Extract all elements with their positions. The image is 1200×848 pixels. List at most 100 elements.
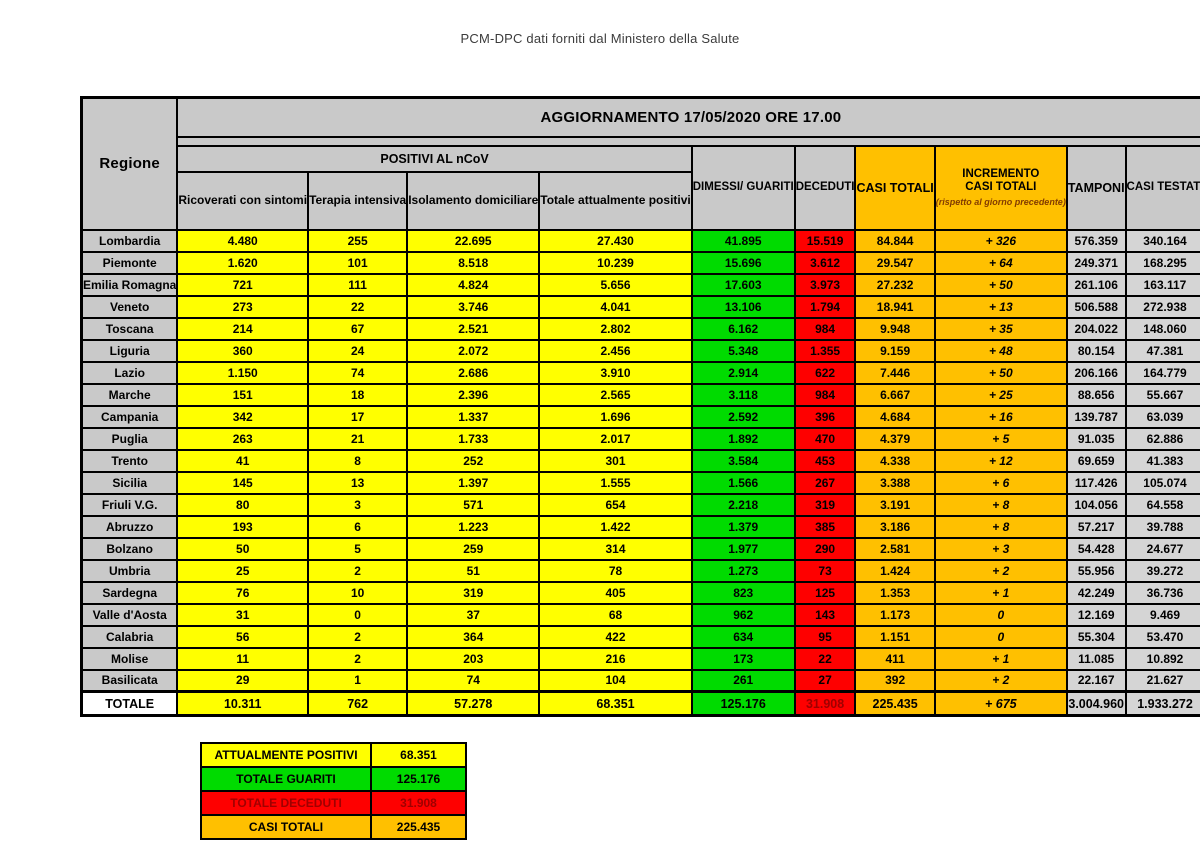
casi-totali-cell: 3.191	[854, 492, 936, 517]
deceduti-cell: 622	[793, 360, 857, 385]
deceduti-cell: 267	[793, 470, 857, 495]
casi-testati-cell: 36.736	[1124, 580, 1200, 605]
casi-testati-cell: 47.381	[1124, 338, 1200, 363]
table-row: Molise 11 2 203 216 173 22 411 + 1 11.08…	[80, 646, 1200, 671]
terapia-cell: 6	[307, 514, 409, 539]
deceduti-cell: 3.612	[793, 250, 857, 275]
region-name-cell: Marche	[80, 382, 179, 407]
casi-totali-header: CASI TOTALI	[854, 144, 936, 231]
casi-testati-cell: 63.039	[1124, 404, 1200, 429]
table-row: Basilicata 29 1 74 104 261 27 392 + 2 22…	[80, 668, 1200, 693]
deceduti-cell: 984	[793, 316, 857, 341]
terapia-cell: 13	[307, 470, 409, 495]
tamponi-cell: 88.656	[1065, 382, 1127, 407]
total-tamponi-cell: 3.004.960	[1065, 690, 1127, 717]
region-name-cell: Abruzzo	[80, 514, 179, 539]
casi-testati-cell: 62.886	[1124, 426, 1200, 451]
casi-totali-cell: 9.948	[854, 316, 936, 341]
isolamento-cell: 37	[406, 602, 541, 627]
region-name-cell: Liguria	[80, 338, 179, 363]
deceduti-header: DECEDUTI	[793, 144, 857, 231]
terapia-cell: 10	[307, 580, 409, 605]
tamponi-cell: 261.106	[1065, 272, 1127, 297]
region-name-cell: Lombardia	[80, 228, 179, 253]
tamponi-cell: 249.371	[1065, 250, 1127, 275]
casi-testati-cell: 164.779	[1124, 360, 1200, 385]
isolamento-cell: 259	[406, 536, 541, 561]
terapia-cell: 111	[307, 272, 409, 297]
region-name-cell: Sardegna	[80, 580, 179, 605]
casi-totali-cell: 4.684	[854, 404, 936, 429]
totale-positivi-cell: 405	[538, 580, 693, 605]
region-name-cell: Friuli V.G.	[80, 492, 179, 517]
terapia-cell: 1	[307, 668, 409, 693]
incremento-cell: + 16	[933, 404, 1068, 429]
ricoverati-cell: 31	[176, 602, 310, 627]
deceduti-cell: 95	[793, 624, 857, 649]
tamponi-cell: 117.426	[1065, 470, 1127, 495]
casi-totali-cell: 27.232	[854, 272, 936, 297]
table-row: Piemonte 1.620 101 8.518 10.239 15.696 3…	[80, 250, 1200, 275]
tamponi-cell: 206.166	[1065, 360, 1127, 385]
table-row: Trento 41 8 252 301 3.584 453 4.338 + 12…	[80, 448, 1200, 473]
region-name-cell: Sicilia	[80, 470, 179, 495]
region-name-cell: Emilia Romagna	[80, 272, 179, 297]
totale-positivi-cell: 422	[538, 624, 693, 649]
table-row: Liguria 360 24 2.072 2.456 5.348 1.355 9…	[80, 338, 1200, 363]
tamponi-cell: 57.217	[1065, 514, 1127, 539]
totale-positivi-cell: 654	[538, 492, 693, 517]
casi-totali-cell: 29.547	[854, 250, 936, 275]
incremento-cell: + 25	[933, 382, 1068, 407]
casi-testati-cell: 21.627	[1124, 668, 1200, 693]
total-ricoverati-cell: 10.311	[176, 690, 310, 717]
ricoverati-cell: 360	[176, 338, 310, 363]
tamponi-cell: 91.035	[1065, 426, 1127, 451]
terapia-cell: 2	[307, 624, 409, 649]
region-name-cell: Puglia	[80, 426, 179, 451]
totale-positivi-header: Totale attualmente positivi	[538, 170, 693, 231]
dimessi-cell: 3.118	[690, 382, 796, 407]
terapia-cell: 101	[307, 250, 409, 275]
incremento-note: (rispetto al giorno precedente)	[935, 197, 1066, 208]
casi-testati-cell: 163.117	[1124, 272, 1200, 297]
positivi-group-header: POSITIVI AL nCoV	[176, 144, 693, 173]
casi-testati-cell: 272.938	[1124, 294, 1200, 319]
isolamento-cell: 2.521	[406, 316, 541, 341]
update-title: AGGIORNAMENTO 17/05/2020 ORE 17.00	[176, 96, 1200, 138]
dimessi-cell: 5.348	[690, 338, 796, 363]
ricoverati-cell: 25	[176, 558, 310, 583]
summary-row-guariti: TOTALE GUARITI 125.176	[200, 766, 467, 792]
tamponi-cell: 22.167	[1065, 668, 1127, 693]
table-row: Sardegna 76 10 319 405 823 125 1.353 + 1…	[80, 580, 1200, 605]
isolamento-cell: 364	[406, 624, 541, 649]
terapia-cell: 5	[307, 536, 409, 561]
incremento-cell: + 50	[933, 360, 1068, 385]
dimessi-cell: 2.218	[690, 492, 796, 517]
dimessi-cell: 173	[690, 646, 796, 671]
ricoverati-cell: 4.480	[176, 228, 310, 253]
deceduti-cell: 453	[793, 448, 857, 473]
incremento-cell: + 48	[933, 338, 1068, 363]
table-row: Lazio 1.150 74 2.686 3.910 2.914 622 7.4…	[80, 360, 1200, 385]
totale-positivi-cell: 2.017	[538, 426, 693, 451]
casi-totali-cell: 84.844	[854, 228, 936, 253]
terapia-cell: 21	[307, 426, 409, 451]
summary-deceduti-label: TOTALE DECEDUTI	[200, 790, 372, 816]
incremento-cell: 0	[933, 624, 1068, 649]
casi-testati-cell: 55.667	[1124, 382, 1200, 407]
casi-totali-cell: 392	[854, 668, 936, 693]
region-name-cell: Basilicata	[80, 668, 179, 693]
totale-positivi-cell: 2.565	[538, 382, 693, 407]
table-row: Valle d'Aosta 31 0 37 68 962 143 1.173 0…	[80, 602, 1200, 627]
incremento-cell: + 35	[933, 316, 1068, 341]
total-dimessi-cell: 125.176	[690, 690, 796, 717]
incremento-cell: + 6	[933, 470, 1068, 495]
totale-positivi-cell: 3.910	[538, 360, 693, 385]
totale-positivi-cell: 2.456	[538, 338, 693, 363]
casi-testati-cell: 168.295	[1124, 250, 1200, 275]
summary-casi-totali-label: CASI TOTALI	[200, 814, 372, 840]
deceduti-cell: 319	[793, 492, 857, 517]
terapia-cell: 2	[307, 646, 409, 671]
dimessi-cell: 1.977	[690, 536, 796, 561]
casi-testati-cell: 41.383	[1124, 448, 1200, 473]
